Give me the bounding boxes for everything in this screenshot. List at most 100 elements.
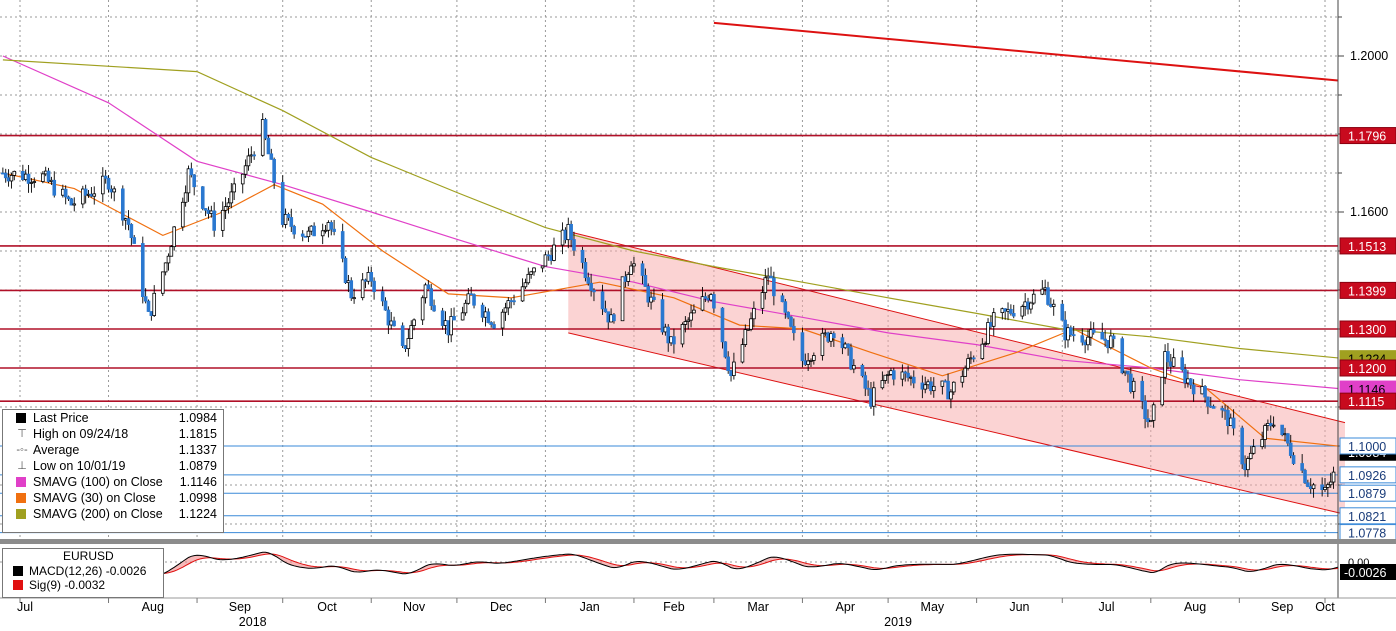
candle-body bbox=[1246, 458, 1250, 471]
candle-body bbox=[549, 255, 553, 261]
candle-body bbox=[706, 297, 710, 301]
candle-body bbox=[769, 275, 773, 279]
legend-value: 1.0984 bbox=[178, 411, 217, 425]
candle-body bbox=[200, 186, 205, 209]
candle-body bbox=[971, 357, 976, 360]
candle-body bbox=[929, 381, 933, 392]
candle-body bbox=[1283, 433, 1287, 436]
candle-body bbox=[372, 280, 376, 293]
candle-body bbox=[21, 170, 25, 180]
candle-body bbox=[880, 380, 885, 389]
candle-body bbox=[1223, 409, 1227, 412]
candle-body bbox=[129, 224, 134, 239]
candle-body bbox=[263, 119, 268, 139]
legend-label: SMAVG (30) on Close bbox=[33, 491, 156, 505]
candle-body bbox=[820, 332, 825, 356]
candle-body bbox=[149, 311, 154, 316]
candle-body bbox=[949, 391, 953, 400]
candle-body bbox=[43, 170, 48, 175]
candle-body bbox=[911, 376, 916, 384]
candle-body bbox=[509, 300, 513, 303]
candle-body bbox=[343, 257, 348, 284]
candle-body bbox=[426, 284, 431, 290]
candle-body bbox=[429, 288, 434, 306]
candle-body bbox=[29, 182, 34, 184]
candle-body bbox=[1091, 329, 1096, 333]
candle-body bbox=[392, 320, 396, 327]
macd-row: MACD(12,26) -0.0026 bbox=[3, 564, 163, 578]
candle-body bbox=[1046, 287, 1050, 305]
tag-level-label: 1.1399 bbox=[1348, 284, 1386, 298]
candle-body bbox=[1160, 376, 1165, 406]
candle-body bbox=[452, 316, 456, 321]
y-tick-label: 1.2000 bbox=[1350, 49, 1388, 63]
candle-body bbox=[843, 343, 848, 349]
candle-body bbox=[526, 273, 531, 284]
candle-body bbox=[620, 276, 625, 322]
candle-body bbox=[52, 179, 57, 196]
candle-body bbox=[332, 228, 336, 232]
candle-body bbox=[686, 319, 691, 322]
candle-body bbox=[749, 318, 753, 330]
candle-body bbox=[386, 309, 391, 326]
candle-body bbox=[632, 263, 636, 267]
candle-body bbox=[1323, 487, 1327, 491]
candle-body bbox=[1180, 357, 1185, 370]
macd-label: MACD(12,26) bbox=[29, 564, 103, 578]
x-tick-label: Nov bbox=[403, 600, 426, 614]
candle-body bbox=[1129, 373, 1133, 392]
legend-row-last-price: Last Price 1.0984 bbox=[3, 410, 223, 426]
candle-body bbox=[389, 320, 394, 326]
candle-body bbox=[1083, 341, 1087, 346]
candle-body bbox=[600, 291, 605, 310]
candle-body bbox=[592, 290, 596, 293]
low-marker-icon: ⊥ bbox=[17, 460, 27, 472]
candle-body bbox=[49, 179, 54, 182]
candle-body bbox=[240, 173, 245, 185]
x-tick-label: Mar bbox=[747, 600, 769, 614]
candle-body bbox=[863, 375, 868, 389]
candle-body bbox=[849, 347, 853, 370]
candle-body bbox=[540, 265, 545, 269]
tag-level-box bbox=[1339, 359, 1396, 377]
candle-body bbox=[223, 206, 228, 211]
legend-label: SMAVG (100) on Close bbox=[33, 475, 163, 489]
candle-body bbox=[586, 277, 591, 284]
candle-body bbox=[489, 322, 493, 325]
candle-body bbox=[943, 380, 948, 383]
candle-body bbox=[789, 316, 793, 327]
candle-body bbox=[12, 170, 17, 176]
candle-body bbox=[1023, 301, 1027, 307]
candle-body bbox=[232, 183, 236, 193]
candle-body bbox=[572, 239, 576, 251]
candle-body bbox=[323, 229, 328, 232]
candle-body bbox=[523, 282, 528, 288]
x-tick-label: Sep bbox=[229, 600, 251, 614]
candle-body bbox=[1243, 463, 1247, 471]
y-tick-label: 1.1600 bbox=[1350, 205, 1388, 219]
tag-level-box bbox=[1339, 320, 1396, 338]
x-tick-label: Jul bbox=[17, 600, 33, 614]
candle-body bbox=[23, 173, 28, 180]
sma100-line bbox=[2, 55, 1338, 390]
candle-body bbox=[163, 262, 168, 273]
candle-body bbox=[991, 312, 996, 327]
candle-body bbox=[220, 209, 225, 231]
candle-body bbox=[983, 343, 987, 345]
tag-level-box bbox=[1339, 392, 1396, 410]
panel-separator[interactable] bbox=[0, 539, 1396, 544]
candle-body bbox=[660, 299, 665, 333]
candle-body bbox=[563, 229, 568, 241]
candle-body bbox=[1066, 327, 1070, 341]
candle-body bbox=[626, 273, 631, 282]
candle-body bbox=[472, 294, 476, 306]
candle-body bbox=[803, 360, 808, 365]
candle-body bbox=[469, 293, 473, 296]
candle-body bbox=[1211, 406, 1216, 409]
candle-body bbox=[766, 275, 770, 279]
tag-level-label: 1.1200 bbox=[1348, 362, 1386, 376]
candle-body bbox=[103, 175, 108, 179]
candle-body bbox=[663, 326, 668, 333]
candle-body bbox=[963, 367, 967, 377]
legend-value: 1.1337 bbox=[178, 443, 217, 457]
